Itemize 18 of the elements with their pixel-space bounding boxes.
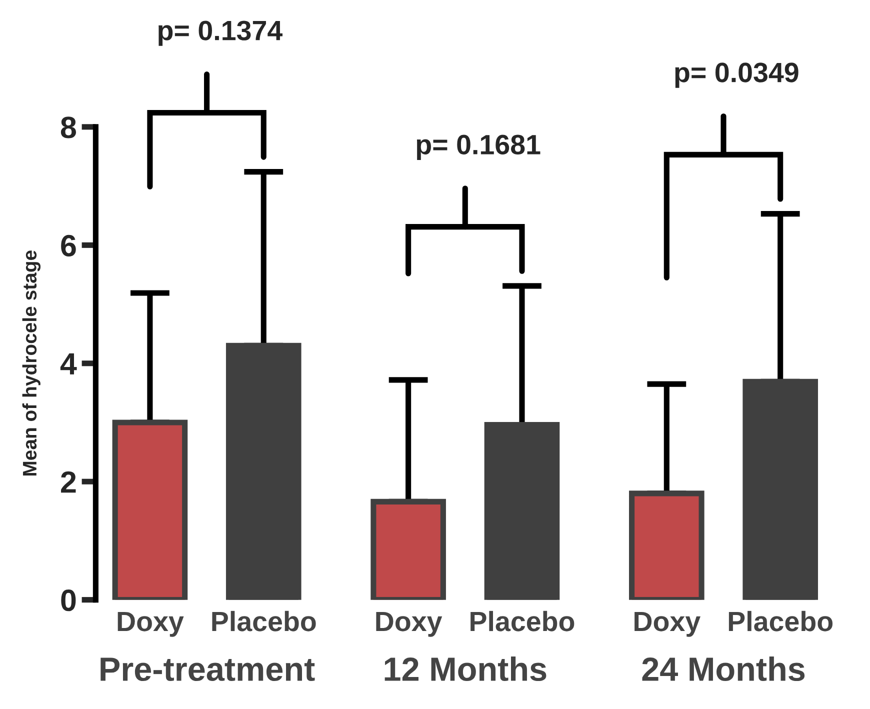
text: Doxy: [634, 612, 700, 637]
series-label: Placebo: [728, 610, 833, 632]
text: p= 0.1374: [158, 20, 282, 46]
text: p= 0.0349: [675, 62, 798, 88]
x-tick-label: 24 Months: [642, 656, 805, 682]
y-tick-label: 2: [61, 471, 76, 493]
x-tick-label: 12 Months: [384, 656, 546, 682]
y-tick-label: 4: [60, 353, 77, 374]
y-tick-label: 8: [60, 116, 76, 138]
text: Placebo: [212, 610, 316, 632]
y-tick-label: 0: [61, 590, 76, 612]
text: Doxy: [376, 612, 442, 637]
y-axis-title: Mean of hydrocele stage: [22, 250, 41, 476]
y-tick-label: 6: [61, 234, 76, 257]
series-label: Doxy: [118, 612, 184, 637]
x-tick-label: Pre-treatment: [100, 658, 315, 682]
text: Placebo: [470, 610, 574, 632]
annotation: p= 0.1681: [416, 134, 540, 160]
